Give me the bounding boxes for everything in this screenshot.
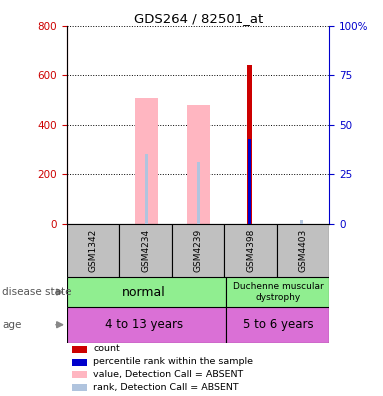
Text: Duchenne muscular
dystrophy: Duchenne muscular dystrophy xyxy=(232,282,323,302)
Bar xyxy=(135,97,158,224)
Bar xyxy=(67,307,226,343)
Text: GSM4398: GSM4398 xyxy=(246,229,255,272)
Text: GSM1342: GSM1342 xyxy=(89,229,98,272)
Bar xyxy=(196,162,200,224)
Bar xyxy=(248,139,251,224)
Bar xyxy=(187,105,210,224)
Text: 4 to 13 years: 4 to 13 years xyxy=(105,318,183,331)
Bar xyxy=(67,277,226,307)
Bar xyxy=(226,307,329,343)
Text: count: count xyxy=(93,345,120,354)
Bar xyxy=(226,277,329,307)
Text: percentile rank within the sample: percentile rank within the sample xyxy=(93,357,253,366)
Text: age: age xyxy=(2,320,21,330)
Text: 5 to 6 years: 5 to 6 years xyxy=(242,318,313,331)
Bar xyxy=(145,154,148,224)
Bar xyxy=(72,346,87,353)
Title: GDS264 / 82501_at: GDS264 / 82501_at xyxy=(134,11,263,25)
Bar xyxy=(67,224,119,277)
Text: value, Detection Call = ABSENT: value, Detection Call = ABSENT xyxy=(93,370,244,379)
Text: GSM4239: GSM4239 xyxy=(194,229,203,272)
Bar xyxy=(300,220,303,224)
Bar xyxy=(247,65,252,224)
Bar xyxy=(172,224,224,277)
Text: rank, Detection Call = ABSENT: rank, Detection Call = ABSENT xyxy=(93,383,239,392)
Text: GSM4234: GSM4234 xyxy=(141,229,150,272)
Bar xyxy=(72,384,87,391)
Text: GSM4403: GSM4403 xyxy=(299,229,308,272)
Bar xyxy=(72,359,87,366)
Text: normal: normal xyxy=(122,286,166,299)
Bar xyxy=(72,371,87,378)
Bar xyxy=(277,224,329,277)
Bar xyxy=(119,224,172,277)
Bar xyxy=(224,224,277,277)
Text: disease state: disease state xyxy=(2,287,71,297)
